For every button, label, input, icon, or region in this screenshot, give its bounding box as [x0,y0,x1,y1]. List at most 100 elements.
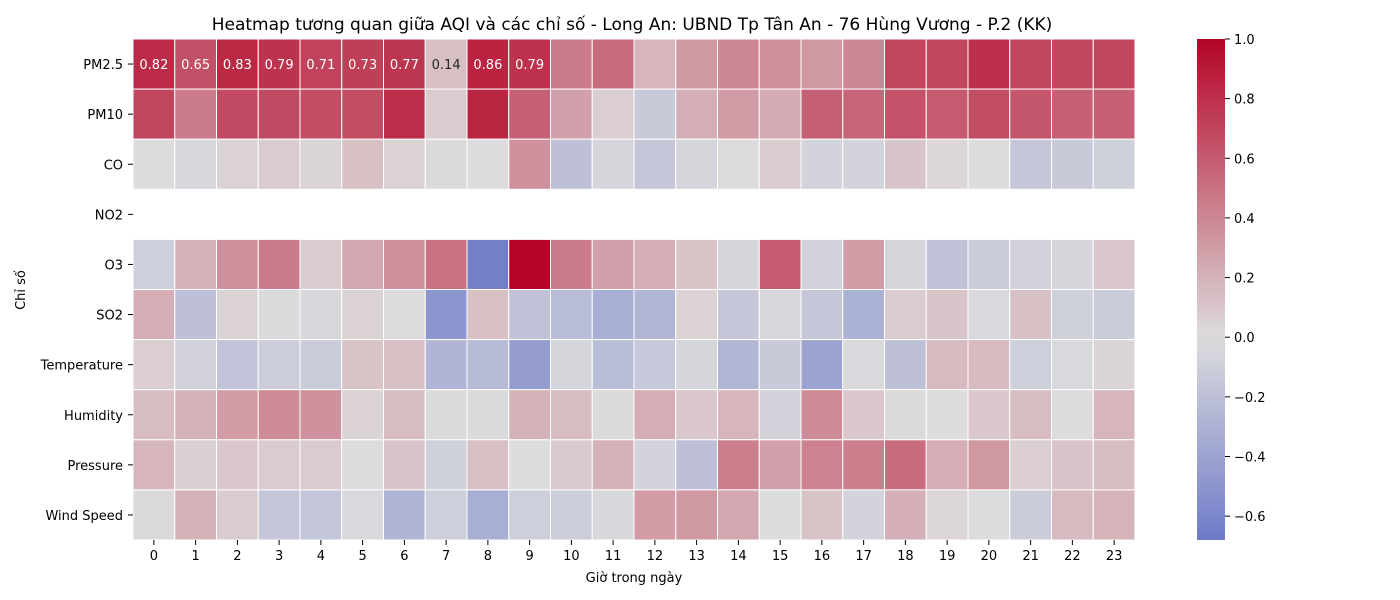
heatmap-cell [299,238,343,290]
heatmap-cell [424,339,468,391]
heatmap-cell [216,489,259,541]
heatmap-cell [925,289,969,341]
cell-annotation: 0.86 [473,58,502,73]
colorbar-tick-label: −0.2 [1234,391,1266,406]
x-tick-label: 14 [730,549,747,564]
cell-annotation: 0.14 [432,58,461,73]
y-tick-label: PM2.5 [83,58,123,73]
heatmap-cell [508,88,551,140]
heatmap-cell [550,38,593,90]
heatmap-cell [925,439,969,491]
x-tick-label: 19 [939,549,956,564]
cell-annotation: 0.79 [265,58,294,73]
heatmap-cell [884,238,927,290]
heatmap-cell [758,289,802,341]
heatmap-cell [424,489,468,541]
heatmap-cell [758,238,802,290]
heatmap-cell [1009,88,1052,140]
heatmap-cell [1051,38,1094,90]
heatmap-cell [1092,88,1136,140]
heatmap-cell [424,38,468,90]
heatmap-cell [174,289,217,341]
heatmap-cell [174,138,217,190]
heatmap-cell [1092,339,1136,391]
heatmap-cell [383,88,426,140]
heatmap-cell [257,88,301,140]
heatmap-cell [216,238,259,290]
heatmap-cell [1092,138,1136,190]
heatmap-cell [424,138,468,190]
heatmap-cell [383,138,426,190]
x-tick-label: 3 [275,549,283,564]
heatmap-cell [174,238,217,290]
heatmap-cells [132,38,1136,541]
x-tick-label: 18 [897,549,914,564]
heatmap-cell [633,389,677,441]
heatmap-cell [675,389,718,441]
heatmap-cell [967,289,1011,341]
heatmap-cell [341,489,384,541]
heatmap-cell [466,88,510,140]
cell-annotations: 0.82 0.65 0.83 0.79 0.71 0.73 0.77 0.14 0.86 0.79 [139,58,544,73]
heatmap-cell [216,389,259,441]
heatmap-cell [508,389,551,441]
heatmap-cell [633,88,677,140]
heatmap-cell [633,489,677,541]
heatmap-cell [633,439,677,491]
heatmap-cell [717,439,760,491]
heatmap-cell [257,138,301,190]
heatmap-cell [216,88,259,140]
colorbar-tick-label: 0.8 [1234,93,1255,108]
heatmap-cell [1051,138,1094,190]
heatmap-cell [174,489,217,541]
heatmap-cell [842,88,885,140]
heatmap-cell [508,439,551,491]
heatmap-cell [299,389,343,441]
heatmap-cell [758,339,802,391]
heatmap-cell [758,489,802,541]
heatmap-cell [132,439,176,491]
heatmap-cell [717,138,760,190]
heatmap-cell [550,439,593,491]
heatmap-cell [174,38,217,90]
heatmap-cell [842,138,885,190]
heatmap-cell [591,88,635,140]
heatmap-cell [925,339,969,391]
heatmap-cell [550,289,593,341]
heatmap-cell [341,339,384,391]
heatmap-cell [1009,138,1052,190]
heatmap-cell [800,289,844,341]
x-tick-label: 7 [442,549,450,564]
x-tick-label: 15 [772,549,789,564]
heatmap-cell [466,138,510,190]
heatmap-cell [633,339,677,391]
x-tick-label: 20 [981,549,998,564]
heatmap-cell [1051,289,1094,341]
heatmap-cell [299,339,343,391]
colorbar-tick-label: −0.6 [1234,510,1266,525]
heatmap-cell [424,88,468,140]
heatmap-cell [216,289,259,341]
heatmap-cell [341,138,384,190]
heatmap-cell [508,339,551,391]
heatmap-cell [132,238,176,290]
x-tick-label: 0 [150,549,158,564]
heatmap-cell [800,389,844,441]
heatmap-cell [758,389,802,441]
y-tick-label: Humidity [64,409,123,424]
heatmap-cell [717,88,760,140]
heatmap-cell [550,238,593,290]
heatmap-cell [216,138,259,190]
y-tick-label: PM10 [87,108,123,123]
heatmap-cell [341,289,384,341]
x-tick-label: 23 [1106,549,1123,564]
heatmap-cell [675,439,718,491]
heatmap-cell [758,38,802,90]
heatmap-cell [466,289,510,341]
heatmap-cell [1051,88,1094,140]
heatmap-cell [174,339,217,391]
heatmap-cell [383,489,426,541]
heatmap-cell [884,138,927,190]
heatmap-cell [550,489,593,541]
y-tick-label: SO2 [96,309,123,324]
